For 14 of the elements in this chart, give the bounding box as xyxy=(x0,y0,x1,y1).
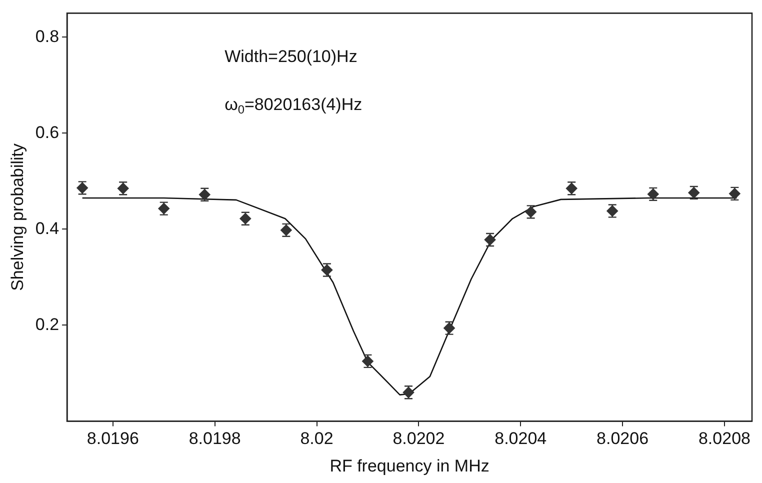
y-tick-label: 0.6 xyxy=(35,122,60,142)
y-axis-title: Shelving probability xyxy=(8,142,27,291)
y-tick-label: 0.2 xyxy=(35,314,60,334)
x-tick-label: 8.02 xyxy=(300,429,334,448)
y-tick-label: 0.8 xyxy=(35,26,60,46)
x-axis-title: RF frequency in MHz xyxy=(330,456,490,476)
x-tick-label: 8.0206 xyxy=(596,429,649,448)
x-tick-label: 8.0196 xyxy=(86,429,139,448)
x-tick-label: 8.0208 xyxy=(698,429,750,448)
annotation: Width=250(10)Hz xyxy=(224,46,358,66)
x-tick-label: 8.0202 xyxy=(392,429,445,448)
y-tick-label: 0.4 xyxy=(35,218,60,238)
x-tick-label: 8.0204 xyxy=(494,429,547,448)
x-tick-label: 8.0198 xyxy=(188,429,241,448)
